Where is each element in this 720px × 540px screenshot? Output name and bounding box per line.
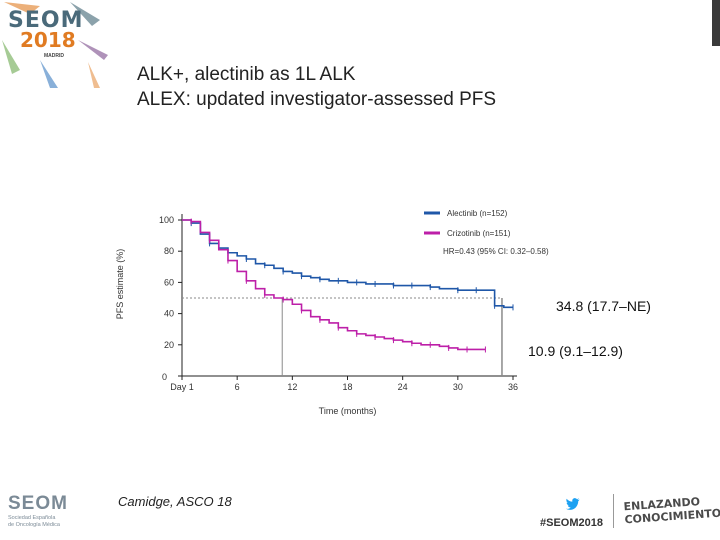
alectinib-median-label: 34.8 (17.7–NE): [556, 298, 651, 314]
y-tick-label: 40: [164, 309, 174, 319]
x-tick-label: 6: [235, 382, 240, 392]
seom-footer-sub2: de Oncología Médica: [8, 522, 60, 528]
y-tick-label: 80: [164, 246, 174, 256]
crizotinib-median-label: 10.9 (9.1–12.9): [528, 343, 623, 359]
hashtag: #SEOM2018: [540, 517, 603, 529]
legend-label-crizotinib: Crizotinib (n=151): [447, 229, 511, 238]
seom-footer-name: SEOM: [8, 493, 68, 514]
x-tick-label: 24: [398, 382, 408, 392]
x-tick-label: Day 1: [170, 382, 194, 392]
citation: Camidge, ASCO 18: [118, 494, 232, 509]
footer-divider: [613, 494, 614, 528]
x-tick-label: 36: [508, 382, 518, 392]
slide-title: ALK+, alectinib as 1L ALK ALEX: updated …: [137, 62, 496, 112]
y-tick-label: 60: [164, 277, 174, 287]
corner-bar: [712, 0, 720, 46]
seom-footer-sub1: Sociedad Española: [8, 515, 56, 521]
y-tick-label: 100: [159, 215, 174, 225]
logo-year-text: 2018: [20, 28, 76, 52]
y-axis-label: PFS estimate (%): [115, 249, 125, 320]
x-axis-label: Time (months): [319, 406, 377, 416]
x-tick-label: 30: [453, 382, 463, 392]
seom-2018-logo: SEOM 2018 MADRID: [0, 0, 110, 90]
hazard-ratio-label: HR=0.43 (95% CI: 0.32–0.58): [443, 247, 549, 256]
legend-label-alectinib: Alectinib (n=152): [447, 209, 508, 218]
series-line-crizotinib: [182, 219, 486, 351]
seom-footer-logo: SEOM Sociedad Española de Oncología Médi…: [8, 493, 68, 529]
title-line-2: ALEX: updated investigator-assessed PFS: [137, 89, 497, 110]
x-tick-label: 18: [342, 382, 352, 392]
y-tick-label: 0: [162, 372, 167, 382]
logo-shapes: [2, 2, 108, 88]
logo-city-text: MADRID: [44, 53, 64, 59]
twitter-icon: [566, 498, 580, 510]
title-line-1: ALK+, alectinib as 1L ALK: [137, 64, 356, 85]
x-tick-label: 12: [287, 382, 297, 392]
y-tick-label: 20: [164, 340, 174, 350]
logo-seom-text: SEOM: [8, 8, 84, 33]
